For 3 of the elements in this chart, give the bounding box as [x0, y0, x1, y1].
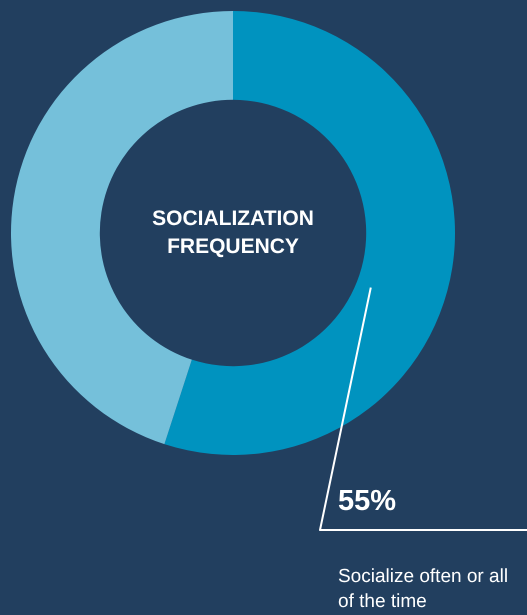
- slice-label: Socialize often or all of the time: [338, 566, 508, 612]
- text: SOCIALIZATION FREQUENCY: [152, 206, 314, 258]
- data-label: 55%: [338, 485, 396, 517]
